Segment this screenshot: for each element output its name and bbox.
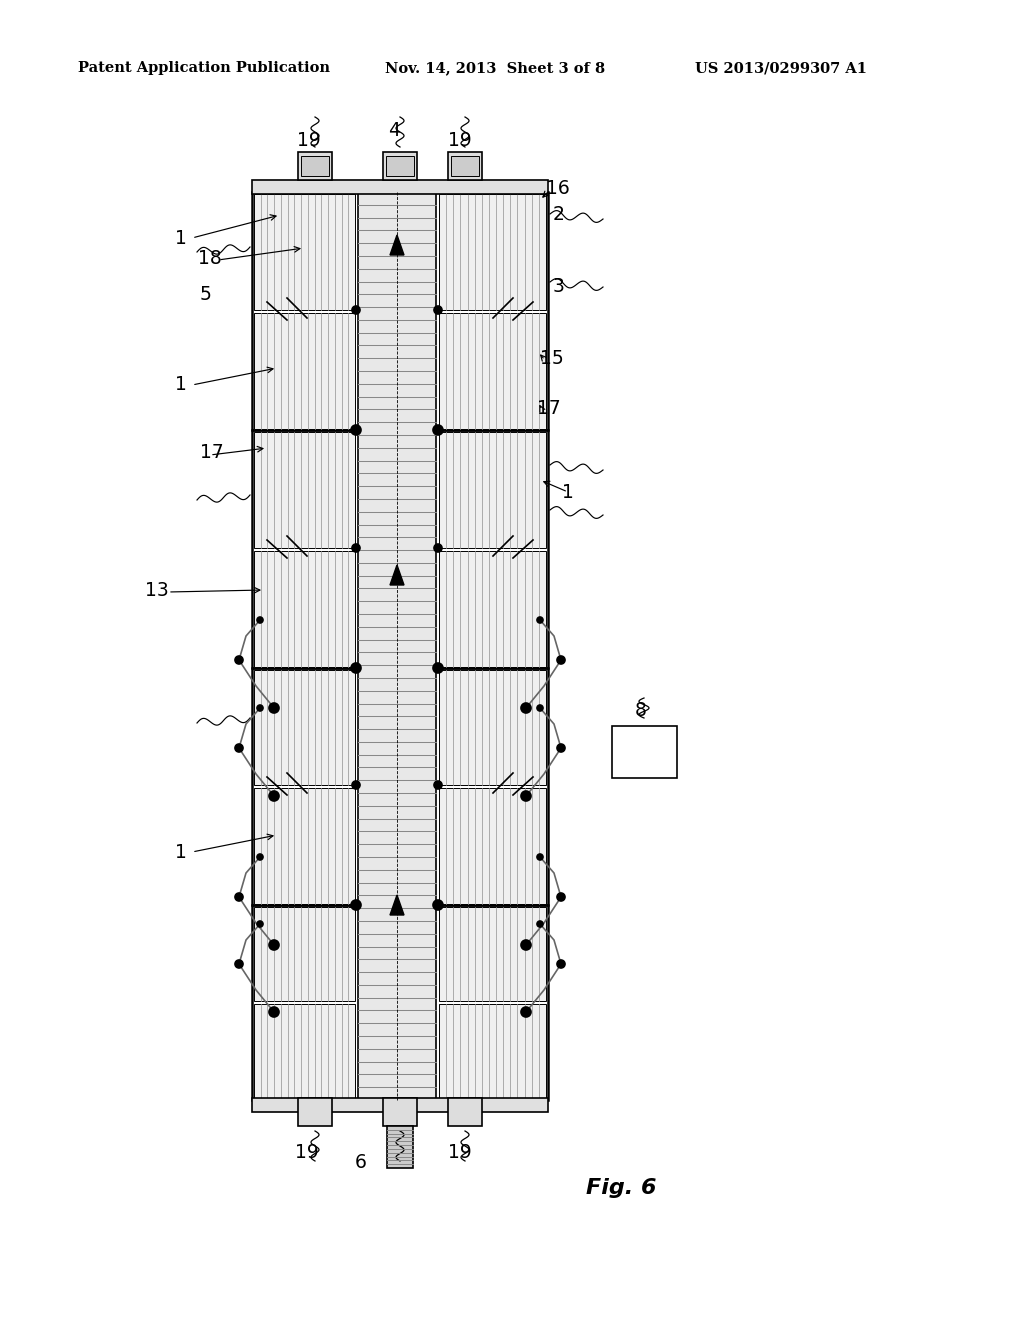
Bar — [254, 550, 355, 667]
Circle shape — [352, 781, 360, 789]
Text: 4: 4 — [388, 120, 400, 140]
Text: Patent Application Publication: Patent Application Publication — [78, 61, 330, 75]
Bar — [254, 671, 355, 785]
Text: 18: 18 — [198, 248, 222, 268]
Bar — [386, 156, 414, 176]
Bar — [254, 194, 355, 310]
Circle shape — [269, 1007, 279, 1016]
Circle shape — [521, 704, 531, 713]
Circle shape — [557, 744, 565, 752]
Text: 1: 1 — [562, 483, 573, 502]
Text: 15: 15 — [540, 348, 564, 367]
Text: 5: 5 — [200, 285, 212, 305]
Circle shape — [351, 663, 361, 673]
Text: US 2013/0299307 A1: US 2013/0299307 A1 — [695, 61, 867, 75]
Circle shape — [257, 616, 263, 623]
Text: 6: 6 — [355, 1152, 367, 1172]
Circle shape — [433, 663, 443, 673]
Circle shape — [557, 960, 565, 968]
Text: 1: 1 — [175, 842, 186, 862]
Circle shape — [257, 854, 263, 861]
Bar — [383, 1098, 417, 1126]
Text: 13: 13 — [145, 581, 169, 599]
Bar — [252, 1098, 548, 1111]
Text: 1: 1 — [175, 375, 186, 395]
Bar — [612, 726, 677, 777]
Bar — [451, 156, 479, 176]
Bar — [254, 1005, 355, 1100]
Text: 17: 17 — [200, 442, 224, 462]
Text: 19: 19 — [449, 131, 472, 149]
Circle shape — [537, 854, 543, 861]
Bar — [387, 1126, 413, 1168]
Bar — [252, 668, 548, 906]
Circle shape — [269, 791, 279, 801]
Bar — [439, 432, 546, 548]
Circle shape — [521, 1007, 531, 1016]
Circle shape — [351, 425, 361, 436]
Text: 3: 3 — [553, 277, 565, 297]
Text: Nov. 14, 2013  Sheet 3 of 8: Nov. 14, 2013 Sheet 3 of 8 — [385, 61, 605, 75]
Circle shape — [434, 306, 442, 314]
Bar — [383, 152, 417, 180]
Bar — [439, 671, 546, 785]
Bar — [449, 1098, 482, 1126]
Bar — [252, 180, 548, 194]
Circle shape — [557, 894, 565, 902]
Circle shape — [433, 425, 443, 436]
Bar — [439, 313, 546, 429]
Bar — [298, 152, 332, 180]
Bar — [254, 432, 355, 548]
Bar — [298, 1098, 332, 1126]
Bar — [439, 194, 546, 310]
Circle shape — [434, 781, 442, 789]
Circle shape — [352, 544, 360, 552]
Circle shape — [537, 705, 543, 711]
Bar — [254, 907, 355, 1001]
Circle shape — [234, 656, 243, 664]
Bar — [439, 550, 546, 667]
Text: 1: 1 — [175, 228, 186, 248]
Polygon shape — [390, 565, 404, 585]
Circle shape — [234, 894, 243, 902]
Bar — [252, 430, 548, 668]
Text: 2: 2 — [553, 205, 565, 223]
Circle shape — [537, 921, 543, 927]
Bar — [252, 191, 548, 430]
Circle shape — [269, 940, 279, 950]
Bar — [254, 313, 355, 429]
Bar — [449, 152, 482, 180]
Text: Fig. 6: Fig. 6 — [586, 1177, 656, 1199]
Circle shape — [537, 616, 543, 623]
Text: 16: 16 — [546, 178, 569, 198]
Bar — [439, 907, 546, 1001]
Text: 8: 8 — [635, 701, 647, 719]
Circle shape — [521, 940, 531, 950]
Circle shape — [434, 544, 442, 552]
Circle shape — [269, 704, 279, 713]
Circle shape — [234, 960, 243, 968]
Polygon shape — [390, 235, 404, 255]
Circle shape — [351, 900, 361, 909]
Bar — [254, 788, 355, 904]
Circle shape — [257, 921, 263, 927]
Bar — [358, 191, 436, 1100]
Circle shape — [521, 791, 531, 801]
Text: 19: 19 — [449, 1143, 472, 1162]
Bar — [301, 156, 329, 176]
Circle shape — [257, 705, 263, 711]
Bar — [252, 906, 548, 1100]
Text: 17: 17 — [537, 399, 561, 417]
Circle shape — [433, 900, 443, 909]
Circle shape — [234, 744, 243, 752]
Text: 19: 19 — [297, 131, 321, 149]
Text: 19: 19 — [295, 1143, 318, 1162]
Circle shape — [557, 656, 565, 664]
Bar — [439, 1005, 546, 1100]
Polygon shape — [390, 895, 404, 915]
Bar — [439, 788, 546, 904]
Circle shape — [352, 306, 360, 314]
